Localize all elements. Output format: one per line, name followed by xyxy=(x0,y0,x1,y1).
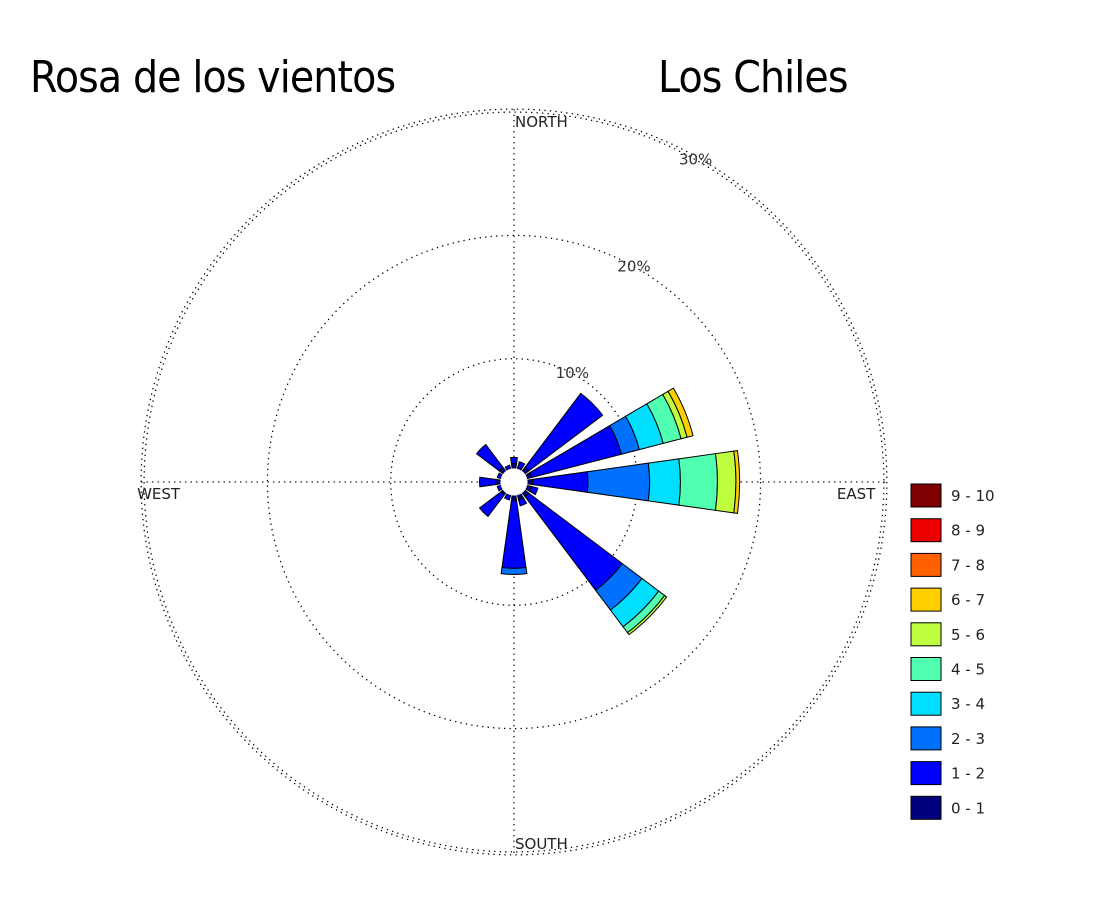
sector-n-bin-1 xyxy=(510,456,518,465)
legend-label-8: 1 - 2 xyxy=(951,765,985,783)
sector-e-bin-5 xyxy=(714,450,737,514)
axis-label-east: EAST xyxy=(837,485,876,503)
sector-e-bin-4 xyxy=(678,453,718,511)
legend-label-9: 0 - 1 xyxy=(951,799,985,817)
sector-s-bin-2 xyxy=(500,566,528,575)
legend-label-3: 6 - 7 xyxy=(951,591,985,609)
legend-swatch-1 xyxy=(910,518,942,543)
sector-ne-bin-1 xyxy=(524,392,604,472)
sector-w-bin-1 xyxy=(478,476,497,488)
station-name: Los Chiles xyxy=(658,52,848,103)
legend-label-1: 8 - 9 xyxy=(951,522,985,540)
sector-s-bin-1 xyxy=(501,499,527,569)
sector-e-bin-2 xyxy=(586,462,651,502)
sector-ene-bin-6 xyxy=(667,387,694,438)
calm-center xyxy=(500,468,528,496)
legend-swatch-8 xyxy=(910,761,942,786)
sector-sw-bin-1 xyxy=(478,490,506,518)
sector-e-bin-3 xyxy=(647,458,681,506)
legend: 9 - 10 8 - 9 7 - 8 6 - 7 5 - 6 4 - 5 3 - 4 2 - … xyxy=(910,483,995,820)
sector-nne-bin-1 xyxy=(517,461,526,470)
sectors-layer xyxy=(475,387,741,636)
legend-swatch-5 xyxy=(910,657,942,681)
axis-label-south: SOUTH xyxy=(515,835,568,853)
legend-swatch-0 xyxy=(910,483,942,508)
sector-nw-bin-1 xyxy=(475,443,504,472)
legend-label-4: 5 - 6 xyxy=(951,626,985,644)
axis-label-north: NORTH xyxy=(515,113,568,131)
legend-swatch-7 xyxy=(910,726,942,751)
legend-label-5: 4 - 5 xyxy=(951,661,985,679)
legend-swatch-3 xyxy=(910,587,942,612)
ring-label-10: 10% xyxy=(556,364,589,382)
legend-label-6: 3 - 4 xyxy=(951,695,985,713)
legend-swatch-4 xyxy=(910,622,942,647)
sector-se-bin-1 xyxy=(524,492,624,592)
axis-label-west: WEST xyxy=(137,485,181,503)
legend-label-0: 9 - 10 xyxy=(951,487,995,505)
legend-label-7: 2 - 3 xyxy=(951,730,985,748)
outer-ring xyxy=(140,108,888,856)
ring-label-30: 30% xyxy=(679,151,712,169)
sector-sse-bin-1 xyxy=(518,497,528,507)
legend-swatch-2 xyxy=(910,552,942,577)
legend-swatch-6 xyxy=(910,691,942,716)
ring-20 xyxy=(266,234,762,730)
labels-layer: NORTH SOUTH EAST WEST 10% 20% 30% xyxy=(137,113,876,853)
legend-swatch-9 xyxy=(910,795,942,820)
axes-layer xyxy=(141,109,887,855)
legend-label-2: 7 - 8 xyxy=(951,556,985,574)
sector-se-bin-5 xyxy=(626,594,668,636)
sector-ese-bin-1 xyxy=(529,486,539,496)
chart-title: Rosa de los vientos xyxy=(30,52,396,103)
ring-label-20: 20% xyxy=(617,257,650,275)
sector-e-bin-6 xyxy=(733,450,741,514)
